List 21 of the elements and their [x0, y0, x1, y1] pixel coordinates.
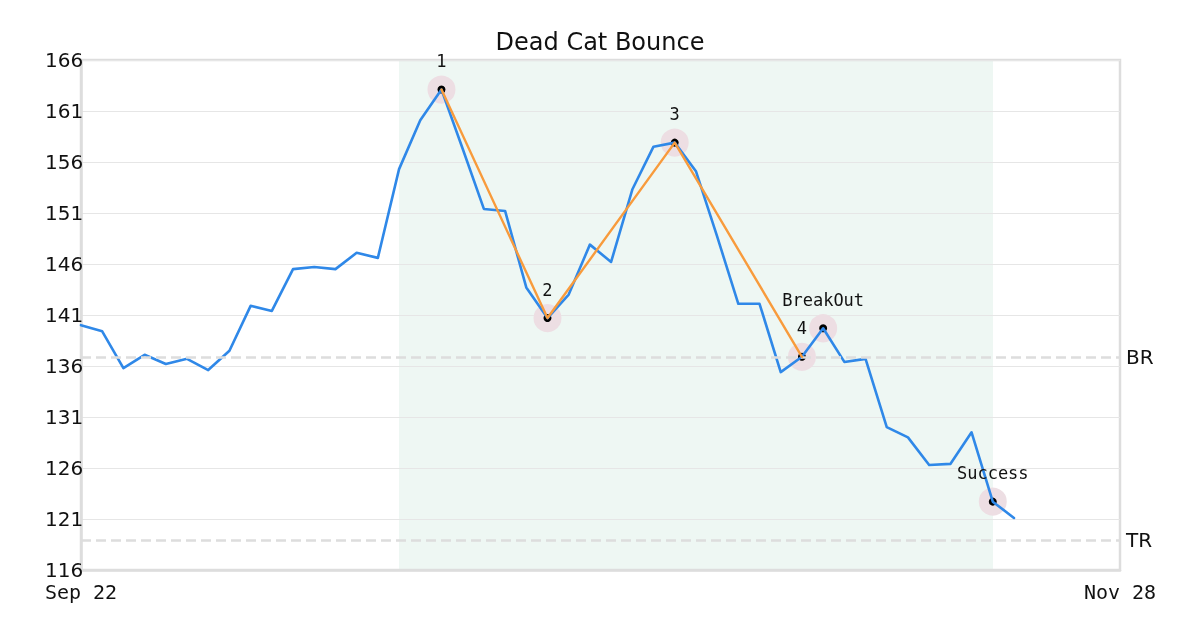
- chart-title: Dead Cat Bounce: [495, 28, 705, 56]
- y-tick-label: 151: [45, 201, 84, 225]
- y-tick-label: 156: [45, 150, 84, 174]
- y-tick-label: 121: [45, 507, 84, 531]
- y-tick-label: 131: [45, 405, 84, 429]
- annotation: 3: [669, 104, 680, 125]
- annotation: 2: [542, 279, 553, 300]
- annotation: 1: [436, 51, 447, 72]
- y-tick-label: 126: [45, 456, 84, 480]
- annotation: BreakOut: [782, 289, 865, 310]
- y-tick-label: 141: [45, 303, 84, 327]
- y-tick-label: 136: [45, 354, 84, 378]
- x-tick-label: Nov 28: [1083, 580, 1157, 604]
- ref-line-label: TR: [1125, 528, 1153, 553]
- y-tick-label: 166: [45, 48, 84, 72]
- y-tick-label: 161: [45, 99, 84, 123]
- ref-line-label: BR: [1126, 344, 1154, 369]
- y-tick-label: 146: [45, 252, 84, 276]
- annotation: 4: [796, 318, 808, 339]
- y-tick-label: 116: [45, 558, 84, 582]
- x-tick-label: Sep 22: [44, 580, 118, 604]
